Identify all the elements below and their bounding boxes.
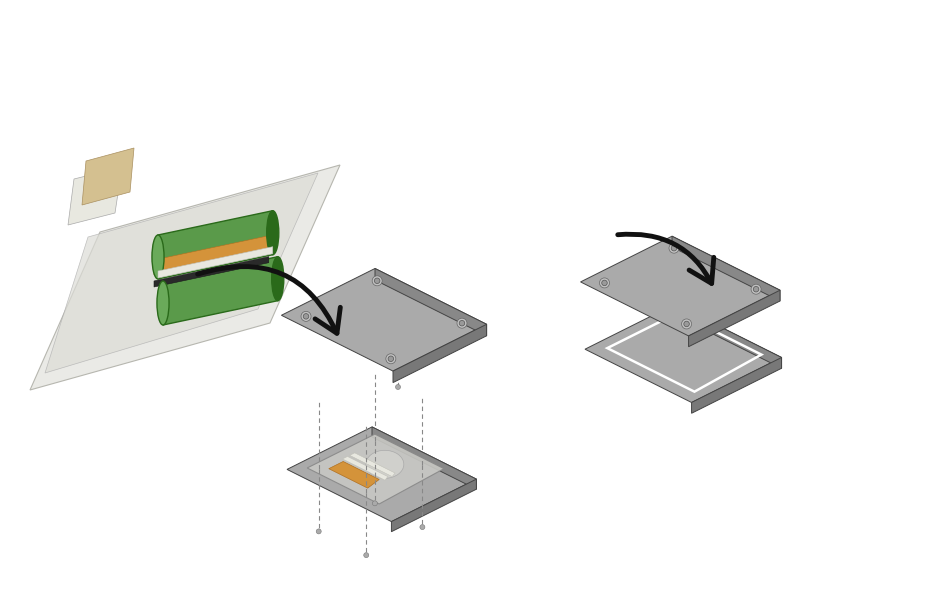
Circle shape: [681, 289, 690, 297]
Circle shape: [419, 525, 424, 530]
Circle shape: [374, 278, 379, 284]
Circle shape: [694, 289, 701, 297]
Circle shape: [680, 319, 691, 329]
Ellipse shape: [157, 281, 168, 325]
Polygon shape: [154, 256, 269, 287]
Polygon shape: [397, 343, 415, 352]
Polygon shape: [674, 304, 781, 368]
Polygon shape: [580, 236, 779, 336]
Polygon shape: [329, 462, 379, 488]
Ellipse shape: [152, 235, 164, 279]
Polygon shape: [692, 293, 702, 309]
Circle shape: [396, 340, 401, 344]
FancyArrowPatch shape: [617, 234, 713, 283]
Polygon shape: [688, 290, 779, 347]
Circle shape: [372, 501, 377, 506]
Circle shape: [599, 278, 608, 288]
FancyArrowPatch shape: [197, 267, 340, 333]
Polygon shape: [684, 293, 702, 302]
Polygon shape: [349, 453, 395, 477]
Circle shape: [395, 384, 400, 390]
Ellipse shape: [271, 256, 284, 300]
Circle shape: [372, 276, 382, 286]
Polygon shape: [374, 268, 486, 336]
Polygon shape: [407, 347, 415, 366]
Polygon shape: [680, 293, 690, 309]
Polygon shape: [671, 236, 779, 301]
Circle shape: [670, 245, 676, 251]
Polygon shape: [672, 293, 690, 302]
Polygon shape: [392, 324, 486, 383]
Circle shape: [408, 340, 412, 344]
Circle shape: [751, 284, 760, 294]
Circle shape: [457, 318, 466, 328]
Circle shape: [695, 291, 699, 295]
Circle shape: [668, 243, 679, 253]
Circle shape: [601, 280, 607, 286]
Polygon shape: [395, 347, 402, 366]
Polygon shape: [372, 427, 475, 489]
Circle shape: [388, 356, 393, 362]
Polygon shape: [392, 343, 402, 362]
Polygon shape: [286, 427, 475, 522]
Polygon shape: [343, 456, 388, 480]
Polygon shape: [281, 268, 486, 371]
Polygon shape: [584, 304, 781, 402]
Polygon shape: [158, 211, 272, 279]
Polygon shape: [163, 256, 277, 325]
Polygon shape: [404, 343, 415, 362]
Ellipse shape: [365, 450, 403, 478]
Circle shape: [683, 291, 688, 295]
Polygon shape: [307, 434, 444, 504]
Circle shape: [300, 311, 311, 321]
Polygon shape: [82, 148, 134, 205]
Circle shape: [363, 553, 369, 558]
Polygon shape: [30, 165, 340, 390]
Polygon shape: [154, 236, 269, 275]
Polygon shape: [691, 358, 781, 414]
Polygon shape: [158, 247, 272, 278]
Circle shape: [394, 338, 402, 346]
Circle shape: [315, 529, 321, 534]
Polygon shape: [682, 298, 690, 313]
Circle shape: [406, 338, 414, 346]
Polygon shape: [68, 167, 122, 225]
Polygon shape: [695, 298, 702, 313]
Polygon shape: [391, 479, 475, 532]
Circle shape: [386, 354, 395, 364]
Circle shape: [683, 321, 689, 327]
Polygon shape: [385, 343, 402, 352]
Polygon shape: [45, 173, 317, 373]
Circle shape: [303, 314, 309, 319]
Ellipse shape: [267, 211, 279, 255]
Circle shape: [753, 286, 758, 292]
Circle shape: [459, 321, 464, 326]
